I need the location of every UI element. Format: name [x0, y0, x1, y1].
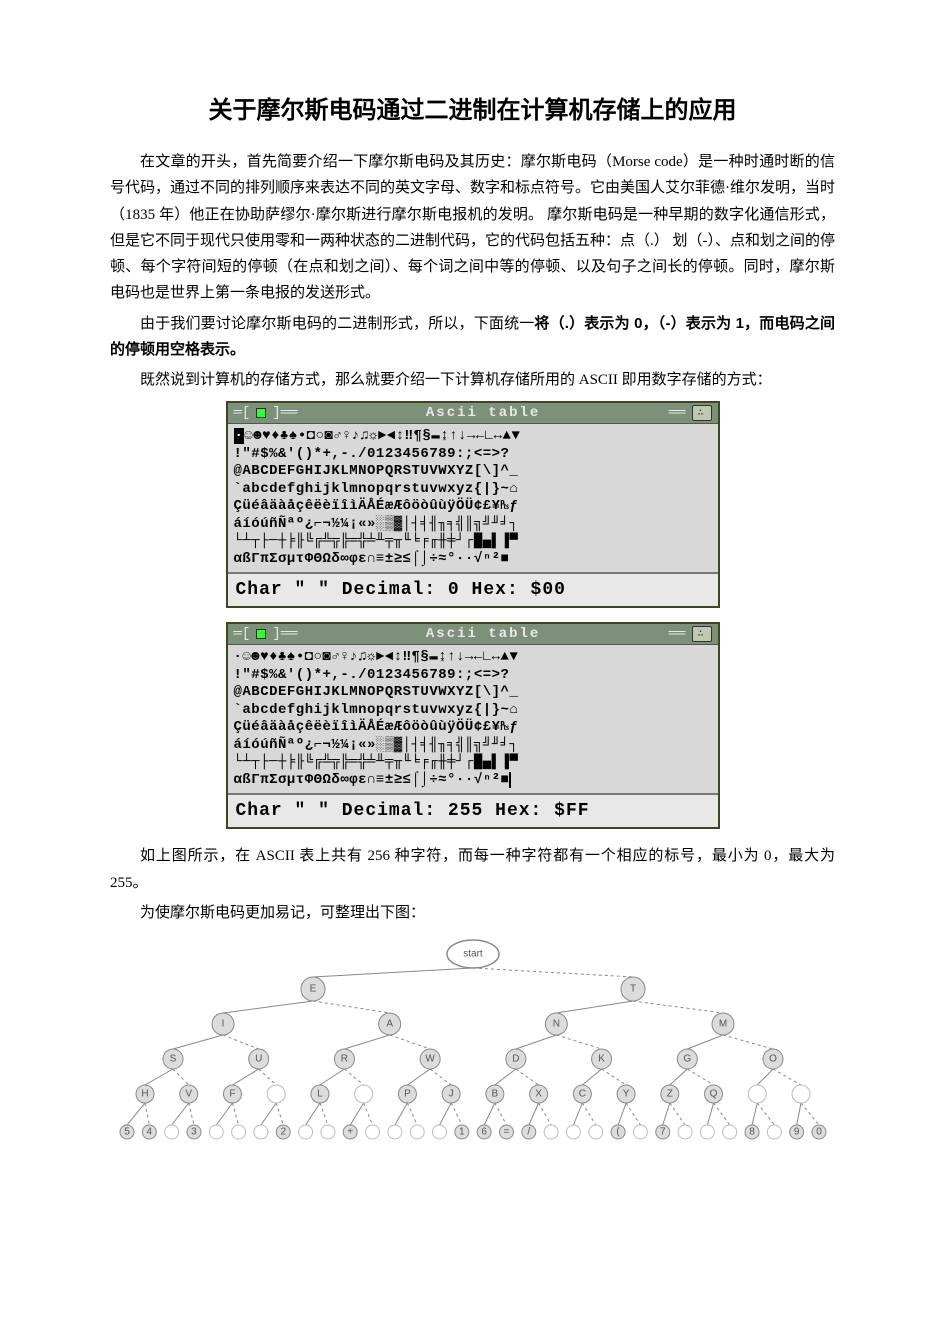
ascii-tables-container: ═[ ]══ Ascii table ══ ∴ ·☺☻♥♦♣♠•◘○◙♂♀♪♫☼… [110, 401, 835, 829]
svg-text:O: O [769, 1054, 777, 1065]
ascii-row: @ABCDEFGHIJKLMNOPQRSTUVWXYZ[\]^_ [234, 684, 712, 702]
ascii-row: áíóúñÑªº¿⌐¬½¼¡«»░▒▓│┤╡╢╖╕╣║╗╝╜╛┐ [234, 737, 712, 755]
svg-text:Q: Q [709, 1089, 717, 1100]
svg-text:T: T [629, 984, 635, 995]
highlight-char-255 [509, 772, 511, 788]
knob-icon: ∴ [692, 405, 712, 421]
ascii-row: ÇüéâäàåçêëèïîìÄÅÉæÆôöòûùÿÖÜ¢£¥₧ƒ [234, 498, 712, 516]
titlebar-right-deco: ══ [669, 626, 686, 642]
svg-text:G: G [683, 1054, 691, 1065]
morse-tree-container: start E T I A N M S U R W D K G O H V F L P J B X C Y Z Q 5 4 3 2 +1 6 = /… [110, 934, 835, 1164]
titlebar-left-deco: ═[ [234, 405, 251, 421]
paragraph-tree-intro: 为使摩尔斯电码更加易记，可整理出下图： [110, 900, 835, 926]
svg-text:A: A [386, 1019, 393, 1030]
svg-text:U: U [255, 1054, 262, 1065]
svg-text:2: 2 [280, 1127, 286, 1138]
note-prefix: 由于我们要讨论摩尔斯电码的二进制形式，所以，下面统一 [140, 316, 534, 332]
svg-text:H: H [141, 1089, 148, 1100]
titlebar-left-deco2: ]══ [272, 626, 297, 642]
svg-text:L: L [317, 1089, 323, 1100]
svg-text:K: K [598, 1054, 605, 1065]
morse-tree-diagram: start E T I A N M S U R W D K G O H V F L P J B X C Y Z Q 5 4 3 2 +1 6 = /… [113, 934, 833, 1164]
svg-text:0: 0 [816, 1127, 822, 1138]
svg-text:=: = [503, 1127, 509, 1138]
svg-text:D: D [512, 1054, 519, 1065]
ascii-body-255: ·☺☻♥♦♣♠•◘○◙♂♀♪♫☼►◄↕‼¶§▬↨↑↓→←∟↔▲▼ !"#$%&'… [228, 645, 718, 795]
svg-text:8: 8 [749, 1127, 755, 1138]
ascii-row: `abcdefghijklmnopqrstuvwxyz{|}~⌂ [234, 481, 712, 499]
svg-text:B: B [491, 1089, 498, 1100]
svg-text:3: 3 [191, 1127, 197, 1138]
svg-text:start: start [463, 949, 483, 960]
ascii-row: αßΓπΣσµτΦΘΩδ∞φε∩≡±≥≤⌠⌡÷≈°∙·√ⁿ²■ [234, 551, 712, 569]
svg-text:I: I [221, 1019, 224, 1030]
ascii-row: ÇüéâäàåçêëèïîìÄÅÉæÆôöòûùÿÖÜ¢£¥₧ƒ [234, 719, 712, 737]
ascii-title-text: Ascii table [304, 405, 663, 421]
titlebar-left-deco2: ]══ [272, 405, 297, 421]
ascii-row: !"#$%&'()*+,-./0123456789:;<=>? [234, 667, 712, 685]
ascii-row: ·☺☻♥♦♣♠•◘○◙♂♀♪♫☼►◄↕‼¶§▬↨↑↓→←∟↔▲▼ [234, 428, 712, 446]
ascii-titlebar: ═[ ]══ Ascii table ══ ∴ [228, 624, 718, 645]
ascii-table-255: ═[ ]══ Ascii table ══ ∴ ·☺☻♥♦♣♠•◘○◙♂♀♪♫☼… [226, 622, 720, 829]
ascii-titlebar: ═[ ]══ Ascii table ══ ∴ [228, 403, 718, 424]
svg-text:6: 6 [481, 1127, 487, 1138]
svg-text:1: 1 [459, 1127, 465, 1138]
ascii-status-255: Char " " Decimal: 255 Hex: $FF [228, 795, 718, 827]
ascii-body-0: ·☺☻♥♦♣♠•◘○◙♂♀♪♫☼►◄↕‼¶§▬↨↑↓→←∟↔▲▼ !"#$%&'… [228, 424, 718, 574]
ascii-row: @ABCDEFGHIJKLMNOPQRSTUVWXYZ[\]^_ [234, 463, 712, 481]
svg-text:S: S [169, 1054, 176, 1065]
svg-text:V: V [185, 1089, 192, 1100]
led-icon [256, 408, 266, 418]
led-icon [256, 629, 266, 639]
ascii-table-0: ═[ ]══ Ascii table ══ ∴ ·☺☻♥♦♣♠•◘○◙♂♀♪♫☼… [226, 401, 720, 608]
paragraph-ascii-intro: 既然说到计算机的存储方式，那么就要介绍一下计算机存储所用的 ASCII 即用数字… [110, 367, 835, 393]
highlight-char-0: · [234, 428, 245, 444]
svg-text:M: M [718, 1019, 726, 1030]
ascii-row: !"#$%&'()*+,-./0123456789:;<=>? [234, 446, 712, 464]
svg-text:Y: Y [622, 1089, 629, 1100]
paragraph-binary-note: 由于我们要讨论摩尔斯电码的二进制形式，所以，下面统一将（.）表示为 0，（-）表… [110, 311, 835, 364]
svg-text:4: 4 [146, 1127, 152, 1138]
svg-text:9: 9 [793, 1127, 799, 1138]
ascii-row: └┴┬├─┼╞╟╚╔╩╦╠═╬╧╨╤╥╙╘╒╓╫╪┘┌█▄▌▐▀ [234, 754, 712, 772]
svg-text:F: F [229, 1089, 235, 1100]
svg-text:/: / [527, 1127, 530, 1138]
svg-text:C: C [578, 1089, 585, 1100]
knob-icon: ∴ [692, 626, 712, 642]
svg-text:W: W [425, 1054, 435, 1065]
svg-text:5: 5 [124, 1127, 130, 1138]
ascii-row: ·☺☻♥♦♣♠•◘○◙♂♀♪♫☼►◄↕‼¶§▬↨↑↓→←∟↔▲▼ [234, 649, 712, 667]
ascii-row: `abcdefghijklmnopqrstuvwxyz{|}~⌂ [234, 702, 712, 720]
ascii-row: └┴┬├─┼╞╟╚╔╩╦╠═╬╧╨╤╥╙╘╒╓╫╪┘┌█▄▌▐▀ [234, 533, 712, 551]
svg-text:7: 7 [659, 1127, 665, 1138]
svg-text:E: E [309, 984, 316, 995]
paragraph-intro: 在文章的开头，首先简要介绍一下摩尔斯电码及其历史：摩尔斯电码（Morse cod… [110, 149, 835, 307]
svg-text:P: P [404, 1089, 411, 1100]
ascii-title-text: Ascii table [304, 626, 663, 642]
ascii-row: αßΓπΣσµτΦΘΩδ∞φε∩≡±≥≤⌠⌡÷≈°∙·√ⁿ²■ [234, 772, 712, 790]
titlebar-left-deco: ═[ [234, 626, 251, 642]
titlebar-right-deco: ══ [669, 405, 686, 421]
svg-text:R: R [340, 1054, 347, 1065]
svg-text:Z: Z [666, 1089, 672, 1100]
svg-text:N: N [552, 1019, 559, 1030]
paragraph-ascii-summary: 如上图所示，在 ASCII 表上共有 256 种字符，而每一种字符都有一个相应的… [110, 843, 835, 896]
ascii-status-0: Char " " Decimal: 0 Hex: $00 [228, 574, 718, 606]
document-page: 关于摩尔斯电码通过二进制在计算机存储上的应用 在文章的开头，首先简要介绍一下摩尔… [0, 0, 945, 1204]
page-title: 关于摩尔斯电码通过二进制在计算机存储上的应用 [110, 90, 835, 125]
svg-text:+: + [347, 1127, 353, 1138]
svg-text:X: X [535, 1089, 542, 1100]
ascii-row: áíóúñÑªº¿⌐¬½¼¡«»░▒▓│┤╡╢╖╕╣║╗╝╜╛┐ [234, 516, 712, 534]
svg-text:J: J [448, 1089, 453, 1100]
